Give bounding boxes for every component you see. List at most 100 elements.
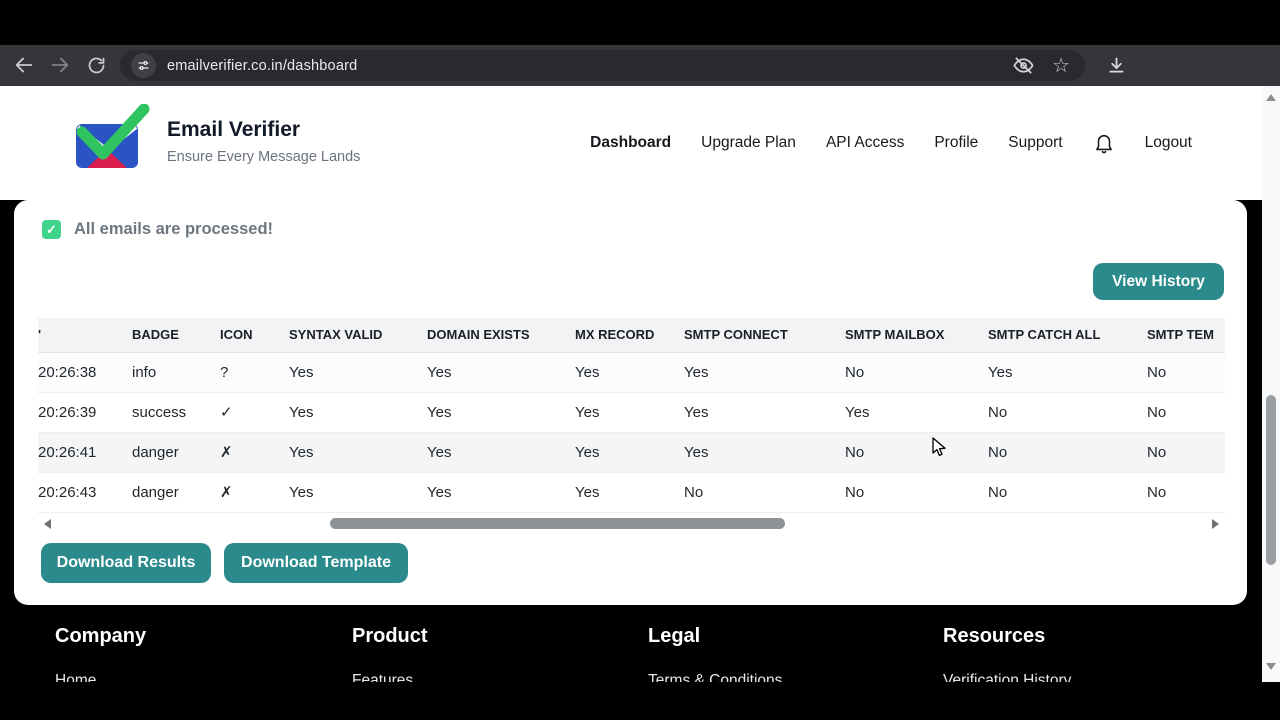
letterbox-bottom — [0, 682, 1280, 720]
cell-syntax: Yes — [289, 443, 314, 461]
cell-syntax: Yes — [289, 483, 314, 501]
footer-link-home[interactable]: Home — [55, 672, 97, 682]
brand-subtitle: Ensure Every Message Lands — [167, 149, 361, 165]
cell-icon: ✗ — [220, 444, 233, 461]
results-table: ' BADGE ICON SYNTAX VALID DOMAIN EXISTS … — [38, 318, 1225, 513]
footer-heading-product: Product — [352, 625, 428, 647]
cell-icon: ? — [220, 363, 229, 381]
bookmark-star-icon[interactable]: ☆ — [1052, 54, 1070, 77]
forward-button[interactable] — [44, 49, 76, 81]
cell-connect: Yes — [684, 403, 709, 421]
horizontal-scrollbar[interactable] — [38, 516, 1225, 531]
results-card: ✓ All emails are processed! View History… — [14, 200, 1247, 605]
address-bar[interactable]: emailverifier.co.in/dashboard ☆ — [120, 50, 1085, 81]
page-viewport: Email Verifier Ensure Every Message Land… — [0, 86, 1280, 682]
mouse-cursor — [932, 437, 948, 464]
nav-support[interactable]: Support — [1008, 134, 1063, 151]
scroll-down-arrow-icon[interactable] — [1266, 663, 1276, 670]
column-header-smtp-mailbox: SMTP MAILBOX — [845, 327, 945, 343]
cell-time: 20:26:43 — [38, 483, 97, 501]
cell-badge: success — [132, 403, 187, 421]
browser-toolbar: emailverifier.co.in/dashboard ☆ Incognit… — [0, 45, 1280, 125]
view-history-button[interactable]: View History — [1093, 263, 1224, 300]
cell-catchall: Yes — [988, 363, 1013, 381]
site-info-button[interactable] — [131, 53, 156, 78]
nav-upgrade-plan[interactable]: Upgrade Plan — [701, 134, 796, 151]
cell-domain: Yes — [427, 363, 452, 381]
table-row[interactable]: 20:26:43 danger ✗ Yes Yes Yes No No No No — [38, 472, 1225, 512]
cell-connect: No — [684, 483, 704, 501]
table-row[interactable]: 20:26:41 danger ✗ Yes Yes Yes Yes No No No — [38, 432, 1225, 472]
cell-time: 20:26:39 — [38, 403, 97, 421]
cell-tem: No — [1147, 403, 1167, 421]
footer-heading-legal: Legal — [648, 625, 701, 647]
cell-icon: ✓ — [220, 404, 233, 421]
cell-mx: Yes — [575, 483, 600, 501]
footer-link-features[interactable]: Features — [352, 672, 414, 682]
cell-mailbox: Yes — [845, 403, 870, 421]
column-header-domain-exists: DOMAIN EXISTS — [427, 327, 530, 343]
column-header-mx-record: MX RECORD — [575, 327, 655, 343]
nav-profile[interactable]: Profile — [934, 134, 979, 151]
scroll-left-arrow-icon[interactable] — [44, 519, 51, 529]
cell-connect: Yes — [684, 363, 709, 381]
cell-mx: Yes — [575, 443, 600, 461]
cell-connect: Yes — [684, 443, 709, 461]
nav-api-access[interactable]: API Access — [825, 134, 905, 151]
vertical-scrollbar[interactable] — [1262, 86, 1280, 682]
scroll-up-arrow-icon[interactable] — [1266, 94, 1276, 101]
back-arrow-icon — [15, 57, 33, 73]
green-check-icon: ✓ — [42, 220, 61, 239]
horizontal-scrollbar-thumb[interactable] — [330, 518, 785, 529]
cell-badge: danger — [132, 443, 179, 461]
downloads-button[interactable] — [1100, 49, 1132, 81]
cell-catchall: No — [988, 483, 1008, 501]
back-button[interactable] — [8, 49, 40, 81]
cell-time: 20:26:38 — [38, 363, 97, 381]
column-header-time: ' — [38, 327, 42, 343]
notification-bell-icon[interactable] — [1093, 131, 1115, 155]
url-text[interactable]: emailverifier.co.in/dashboard — [167, 57, 358, 74]
download-icon — [1109, 57, 1123, 72]
cell-mailbox: No — [845, 443, 865, 461]
reload-button[interactable] — [80, 49, 112, 81]
table-header-row: ' BADGE ICON SYNTAX VALID DOMAIN EXISTS … — [38, 318, 1225, 352]
footer-heading-company: Company — [55, 625, 147, 647]
table-row[interactable]: 20:26:39 success ✓ Yes Yes Yes Yes Yes No No — [38, 392, 1225, 432]
footer-link-terms[interactable]: Terms & Conditions — [648, 672, 783, 682]
brand: Email Verifier Ensure Every Message Land… — [72, 104, 360, 172]
column-header-badge: BADGE — [132, 327, 179, 343]
download-template-button[interactable]: Download Template — [224, 543, 408, 583]
column-header-smtp-catch-all: SMTP CATCH ALL — [988, 327, 1101, 343]
cell-domain: Yes — [427, 403, 452, 421]
cell-domain: Yes — [427, 443, 452, 461]
vertical-scrollbar-thumb[interactable] — [1266, 395, 1276, 565]
reload-icon — [88, 57, 104, 73]
cell-mailbox: No — [845, 483, 865, 501]
footer-link-verification-history[interactable]: Verification History — [943, 672, 1072, 682]
scroll-right-arrow-icon[interactable] — [1212, 519, 1219, 529]
tune-icon — [138, 61, 149, 71]
cell-syntax: Yes — [289, 363, 314, 381]
cell-time: 20:26:41 — [38, 443, 97, 461]
nav-logout[interactable]: Logout — [1144, 134, 1192, 151]
column-header-syntax-valid: SYNTAX VALID — [289, 327, 383, 343]
status-text: All emails are processed! — [74, 220, 274, 238]
brand-title: Email Verifier — [167, 118, 301, 141]
column-header-smtp-connect: SMTP CONNECT — [684, 327, 788, 343]
cell-syntax: Yes — [289, 403, 314, 421]
table-row[interactable]: 20:26:38 info? Yes Yes Yes Yes No Yes No — [38, 352, 1225, 392]
cell-catchall: No — [988, 403, 1008, 421]
nav-dashboard[interactable]: Dashboard — [590, 134, 672, 151]
cell-catchall: No — [988, 443, 1008, 461]
site-header: Email Verifier Ensure Every Message Land… — [0, 86, 1262, 200]
cell-tem: No — [1147, 363, 1167, 381]
cell-mailbox: No — [845, 363, 865, 381]
download-results-button[interactable]: Download Results — [41, 543, 211, 583]
forward-arrow-icon — [51, 57, 69, 73]
cell-domain: Yes — [427, 483, 452, 501]
cell-badge: info — [132, 363, 157, 381]
results-table-container: ' BADGE ICON SYNTAX VALID DOMAIN EXISTS … — [38, 318, 1225, 514]
letterbox-top — [0, 0, 1280, 45]
eye-off-icon[interactable] — [1012, 54, 1035, 77]
